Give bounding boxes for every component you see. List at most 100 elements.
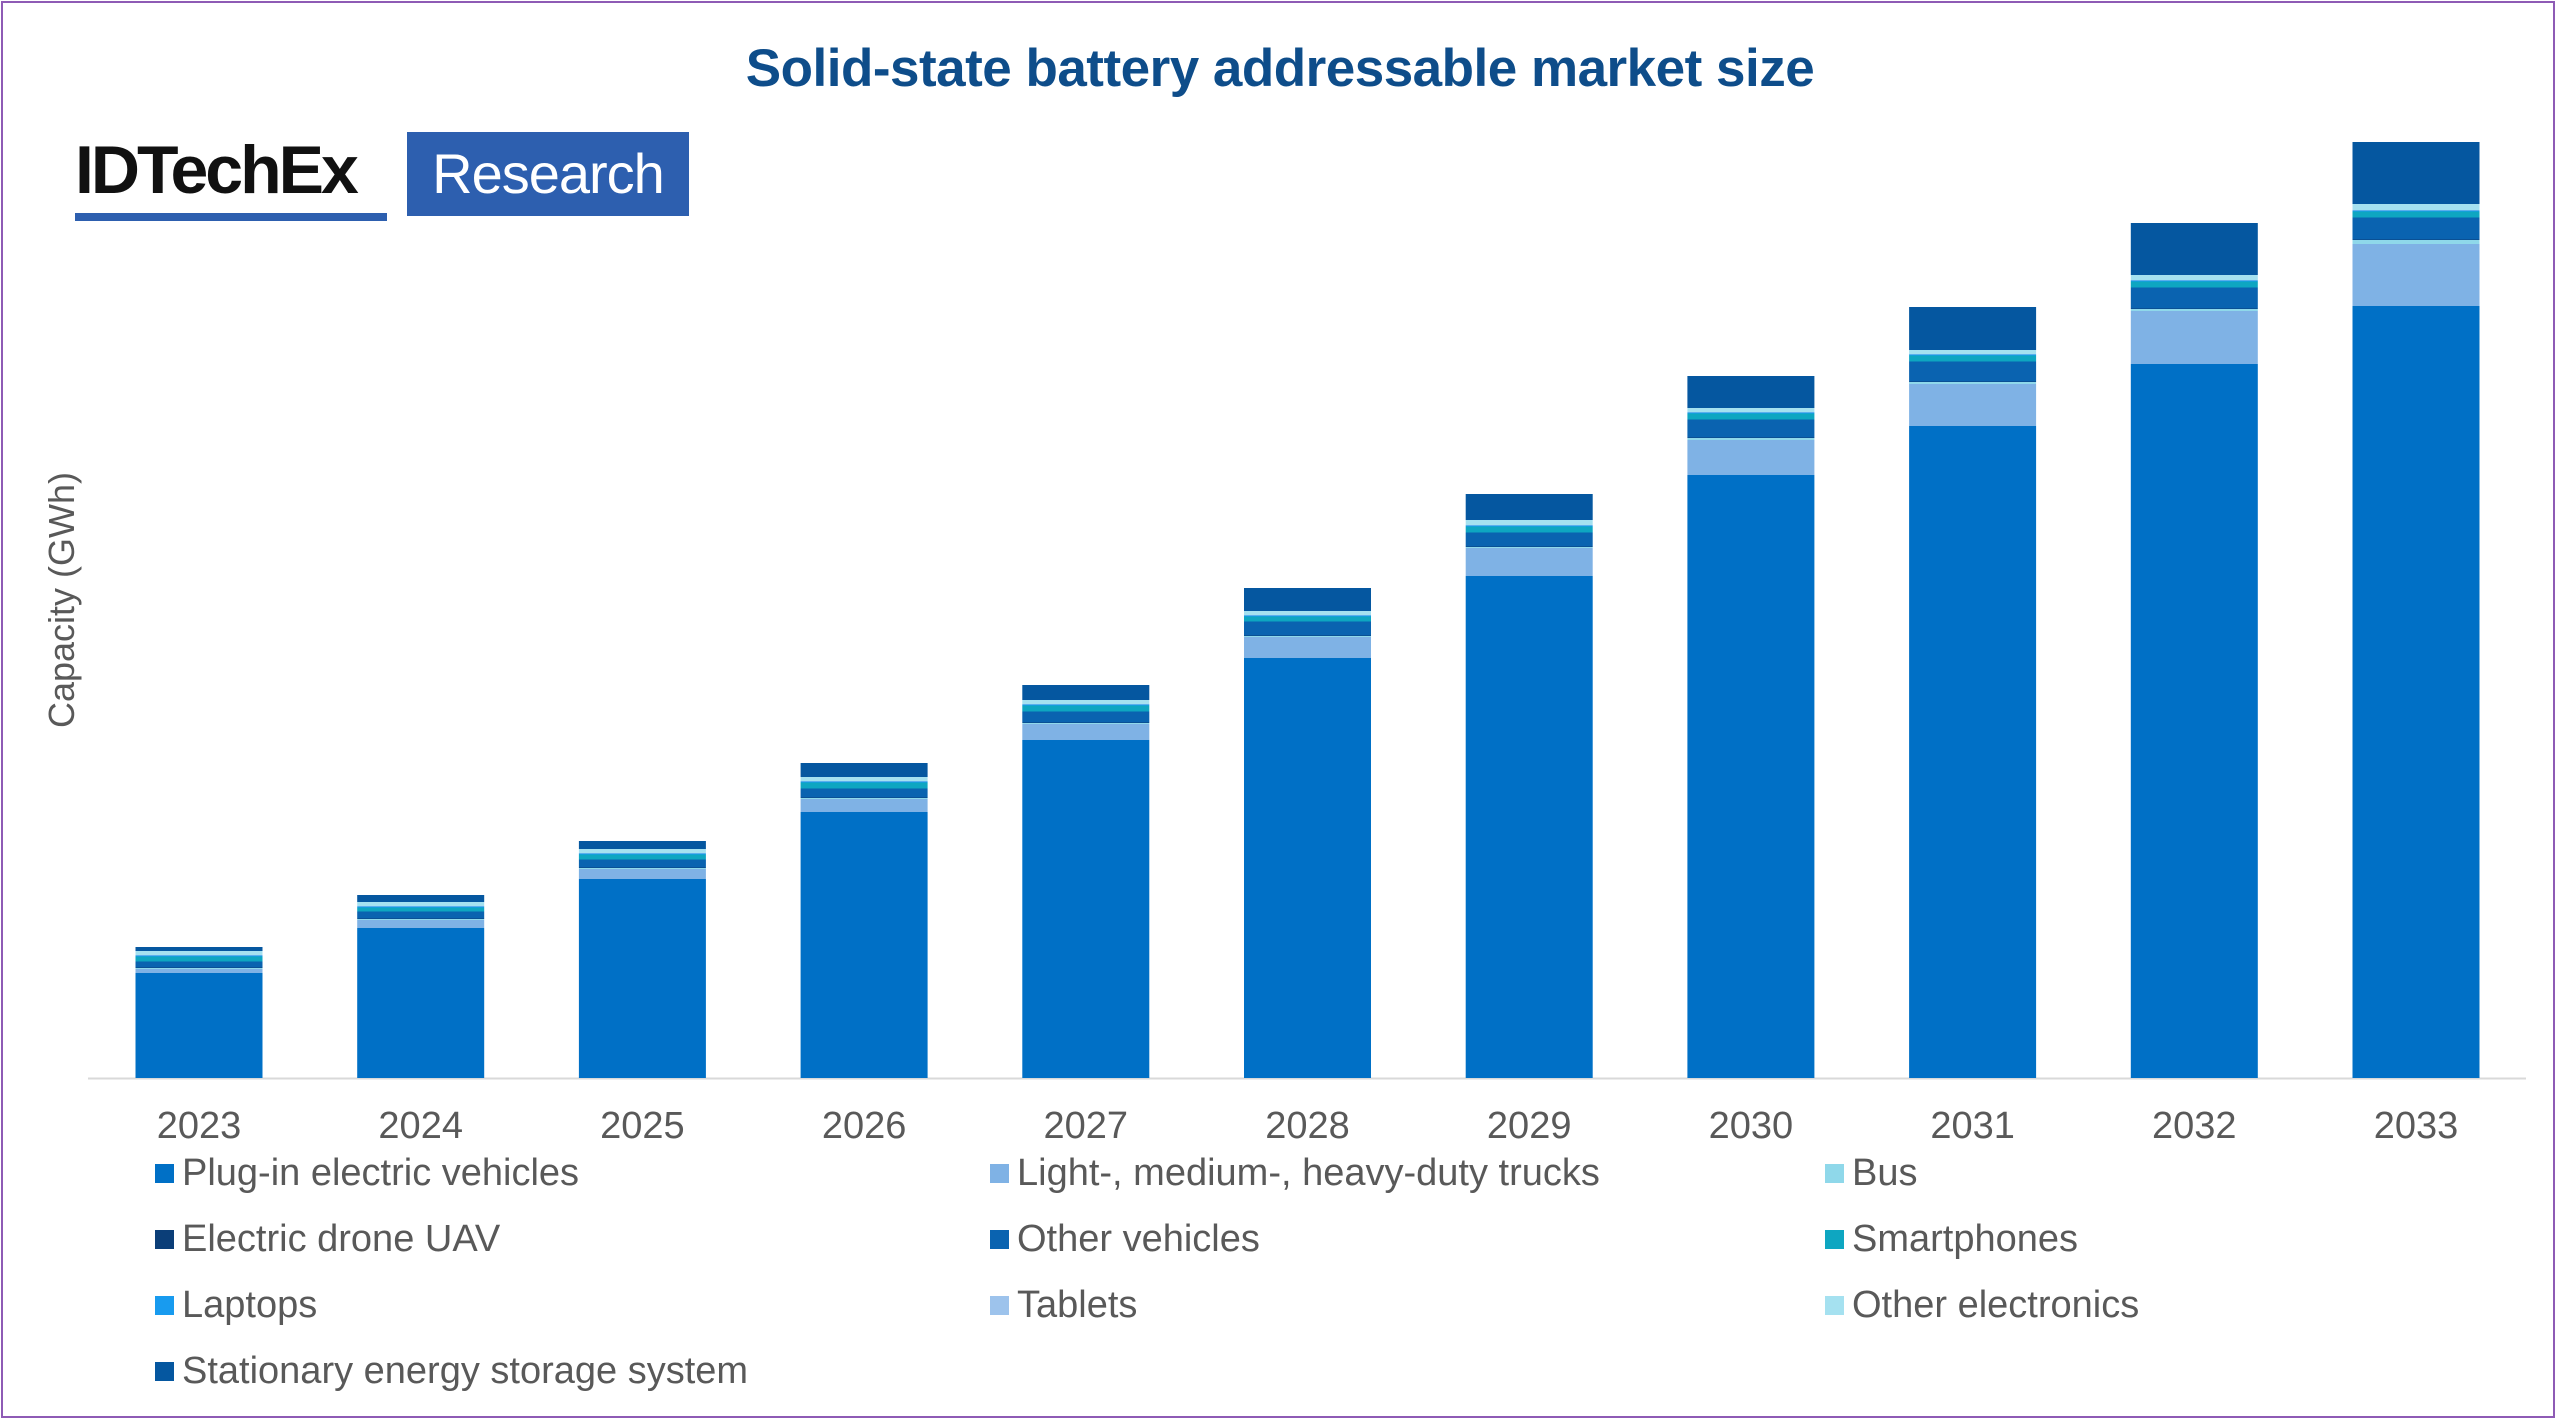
- legend-label: Plug-in electric vehicles: [182, 1151, 580, 1194]
- bar-segment-2030-light-medium-heavy-duty-trucks: [1687, 440, 1815, 475]
- legend-label: Tablets: [1017, 1283, 1138, 1326]
- x-tick-label: 2025: [600, 1105, 685, 1147]
- bar-segment-2024-other-electronics: [357, 902, 485, 906]
- bar-stack-2024: [357, 895, 485, 1078]
- bar-segment-2031-light-medium-heavy-duty-trucks: [1909, 384, 2037, 426]
- bar-stack-2023: [135, 947, 263, 1078]
- bar-segment-2024-plug-in-electric-vehicles: [357, 928, 485, 1078]
- legend-item: Other vehicles: [990, 1216, 1260, 1262]
- bar-segment-2024-tablets: [357, 906, 485, 907]
- bar-segment-2033-tablets: [2352, 210, 2480, 211]
- bar-segment-2030-laptops: [1687, 412, 1815, 414]
- x-tick-label: 2028: [1265, 1105, 1350, 1147]
- bar-segment-2029-other-vehicles: [1465, 532, 1593, 547]
- bar-segment-2030-tablets: [1687, 412, 1815, 413]
- bar-segment-2032-light-medium-heavy-duty-trucks: [2130, 311, 2258, 364]
- bar-segment-2024-electric-drone-uav: [357, 918, 485, 919]
- bar-segment-2030-other-electronics: [1687, 408, 1815, 412]
- bar-segment-2027-bus: [1022, 723, 1150, 724]
- bar-segment-2028-tablets: [1244, 615, 1371, 616]
- legend-swatch-icon: [155, 1229, 174, 1249]
- bar-segment-2026-smartphones: [800, 782, 928, 789]
- bar-stack-2031: [1909, 307, 2037, 1078]
- logo-brand-text: IDTechEx: [75, 132, 359, 208]
- x-tick-label: 2030: [1709, 1105, 1794, 1147]
- bar-segment-2026-laptops: [800, 781, 928, 783]
- legend-swatch-icon: [155, 1361, 174, 1381]
- bar-segment-2028-other-vehicles: [1244, 621, 1371, 636]
- bar-segment-2024-smartphones: [357, 907, 485, 912]
- bar-segment-2024-light-medium-heavy-duty-trucks: [357, 920, 485, 928]
- bar-segment-2030-plug-in-electric-vehicles: [1687, 475, 1815, 1078]
- bar-segment-2031-plug-in-electric-vehicles: [1909, 426, 2037, 1078]
- bar-segment-2027-electric-drone-uav: [1022, 722, 1150, 723]
- bar-segment-2024-bus: [357, 919, 485, 920]
- bar-segment-2025-light-medium-heavy-duty-trucks: [578, 869, 706, 879]
- legend-item: Smartphones: [1825, 1216, 2078, 1262]
- legend-item: Light-, medium-, heavy-duty trucks: [990, 1150, 1600, 1196]
- bar-segment-2025-electric-drone-uav: [578, 867, 706, 868]
- bar-segment-2027-other-vehicles: [1022, 711, 1150, 723]
- bar-stack-2027: [1022, 685, 1150, 1078]
- bar-segment-2025-bus: [578, 868, 706, 869]
- bar-segment-2033-plug-in-electric-vehicles: [2352, 306, 2480, 1078]
- bar-segment-2031-bus: [1909, 382, 2037, 384]
- bar-segment-2024-other-vehicles: [357, 911, 485, 919]
- bar-stack-2025: [578, 841, 706, 1078]
- bar-segment-2033-other-electronics: [2352, 204, 2480, 210]
- bar-segment-2025-laptops: [578, 853, 706, 855]
- legend-label: Other electronics: [1852, 1283, 2140, 1326]
- bar-segment-2025-stationary-energy-storage-system: [578, 841, 706, 849]
- bar-segment-2027-smartphones: [1022, 705, 1150, 712]
- bar-segment-2026-electric-drone-uav: [800, 797, 928, 798]
- legend-swatch-icon: [1825, 1163, 1844, 1183]
- bar-segment-2026-stationary-energy-storage-system: [800, 763, 928, 777]
- legend-item: Plug-in electric vehicles: [155, 1150, 579, 1196]
- bar-segment-2023-laptops: [135, 955, 263, 957]
- bar-segment-2031-other-electronics: [1909, 350, 2037, 354]
- legend-label: Bus: [1852, 1151, 1918, 1194]
- legend-label: Light-, medium-, heavy-duty trucks: [1017, 1151, 1600, 1194]
- bar-segment-2025-tablets: [578, 853, 706, 854]
- x-tick-label: 2027: [1044, 1105, 1129, 1147]
- bar-segment-2029-laptops: [1465, 525, 1593, 527]
- bar-segment-2033-smartphones: [2352, 211, 2480, 218]
- bar-segment-2025-plug-in-electric-vehicles: [578, 879, 706, 1078]
- bar-segment-2032-bus: [2130, 309, 2258, 311]
- legend-swatch-icon: [990, 1229, 1009, 1249]
- bar-segment-2028-laptops: [1244, 615, 1371, 617]
- bar-segment-2028-stationary-energy-storage-system: [1244, 588, 1371, 611]
- bar-segment-2023-plug-in-electric-vehicles: [135, 973, 263, 1078]
- legend-item: Tablets: [990, 1282, 1137, 1328]
- legend-label: Laptops: [182, 1283, 318, 1326]
- bar-stack-2030: [1687, 376, 1815, 1078]
- legend-item: Other electronics: [1825, 1282, 2139, 1328]
- bar-segment-2026-bus: [800, 798, 928, 799]
- legend-label: Stationary energy storage system: [182, 1349, 749, 1392]
- legend-swatch-icon: [990, 1295, 1009, 1315]
- bar-segment-2023-bus: [135, 968, 263, 969]
- bar-segment-2025-other-electronics: [578, 849, 706, 853]
- legend-label: Electric drone UAV: [182, 1217, 501, 1260]
- legend-item: Stationary energy storage system: [155, 1348, 748, 1394]
- bar-segment-2023-smartphones: [135, 956, 263, 962]
- bar-segment-2026-plug-in-electric-vehicles: [800, 812, 928, 1078]
- bar-segment-2033-light-medium-heavy-duty-trucks: [2352, 244, 2480, 306]
- bar-segment-2029-tablets: [1465, 525, 1593, 526]
- bar-segment-2026-tablets: [800, 781, 928, 782]
- bar-segment-2032-tablets: [2130, 280, 2258, 281]
- bar-segment-2026-other-electronics: [800, 777, 928, 781]
- bar-stack-2029: [1465, 494, 1593, 1078]
- x-tick-label: 2026: [822, 1105, 907, 1147]
- bar-segment-2028-bus: [1244, 636, 1371, 637]
- x-tick-label: 2031: [1930, 1105, 2015, 1147]
- legend-item: Electric drone UAV: [155, 1216, 500, 1262]
- bar-segment-2033-bus: [2352, 240, 2480, 244]
- bar-segment-2028-smartphones: [1244, 616, 1371, 622]
- bar-segment-2029-stationary-energy-storage-system: [1465, 494, 1593, 520]
- bar-segment-2030-bus: [1687, 438, 1815, 440]
- logo-underline: [75, 213, 387, 221]
- bar-segment-2030-stationary-energy-storage-system: [1687, 376, 1815, 408]
